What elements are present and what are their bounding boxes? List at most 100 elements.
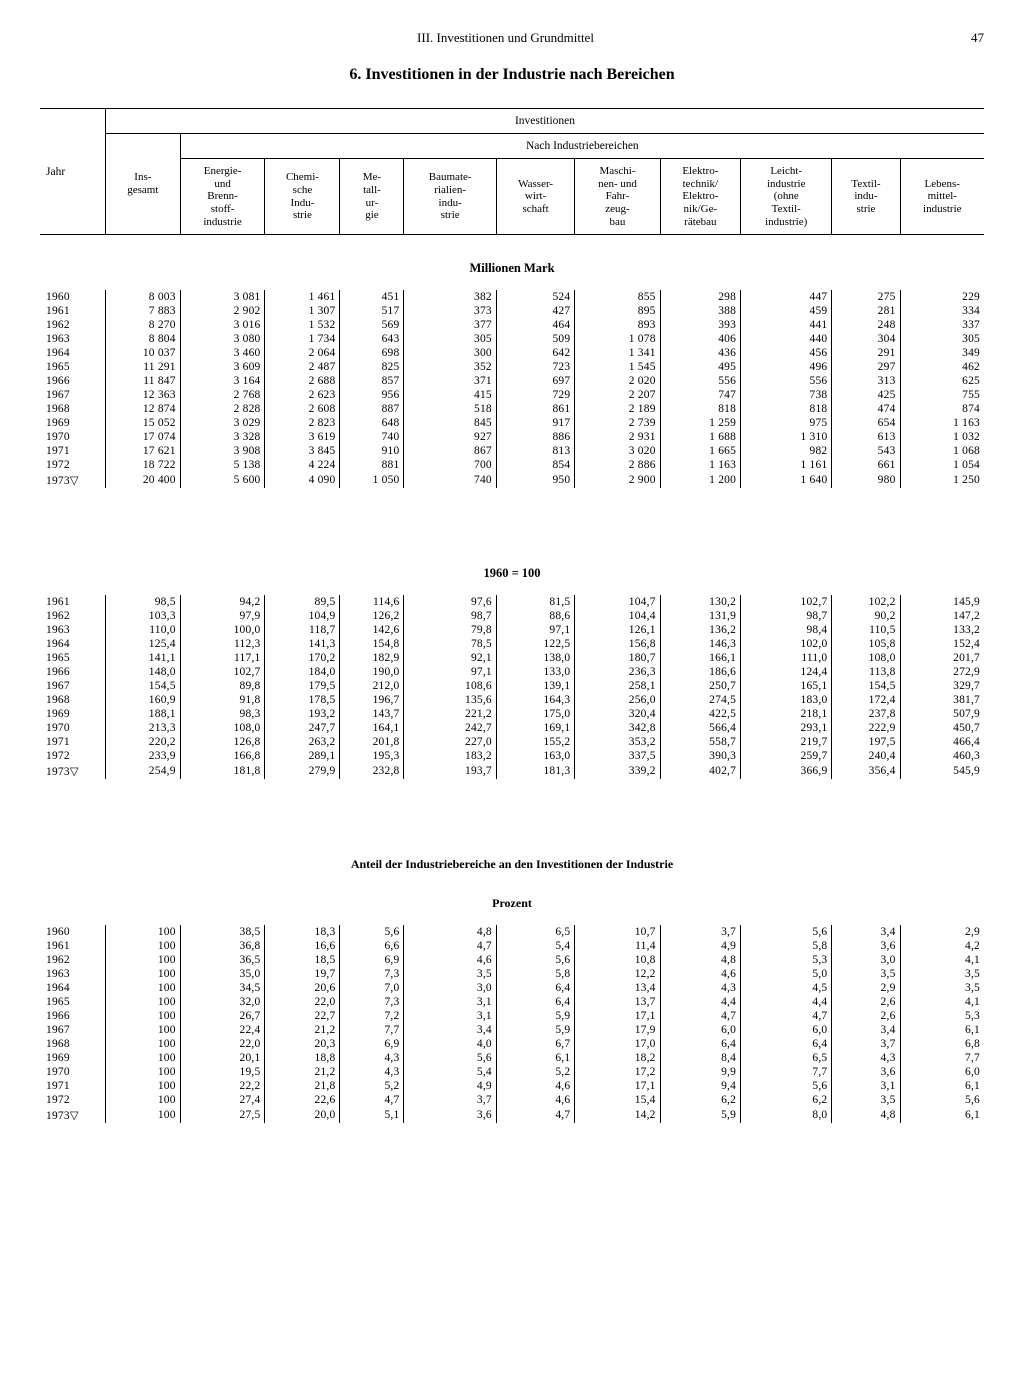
cell-value: 8 003 [106, 290, 181, 304]
cell-value: 17,2 [575, 1065, 660, 1079]
cell-value: 5,4 [496, 939, 574, 953]
cell-year: 1962 [40, 953, 106, 967]
cell-value: 141,1 [106, 651, 181, 665]
cell-value: 213,3 [106, 721, 181, 735]
cell-value: 293,1 [741, 721, 832, 735]
cell-value: 2 886 [575, 458, 660, 472]
table-row: 1969188,198,3193,2143,7221,2175,0320,442… [40, 707, 984, 721]
cell-value: 100 [106, 1079, 181, 1093]
cell-value: 12,2 [575, 967, 660, 981]
section-title: 6. Investitionen in der Industrie nach B… [40, 66, 984, 84]
table-row: 1973▽10027,520,05,13,64,714,25,98,04,86,… [40, 1107, 984, 1123]
col-0: Ins-gesamt [106, 134, 181, 235]
cell-value: 425 [832, 388, 900, 402]
subhead-index: 1960 = 100 [40, 540, 984, 595]
cell-value: 19,5 [180, 1065, 265, 1079]
cell-value: 661 [832, 458, 900, 472]
cell-value: 3,5 [900, 981, 984, 995]
cell-value: 1 341 [575, 346, 660, 360]
cell-value: 5,3 [900, 1009, 984, 1023]
cell-value: 17,1 [575, 1079, 660, 1093]
table-row: 196915 0523 0292 8236488459172 7391 2599… [40, 416, 984, 430]
cell-value: 100 [106, 981, 181, 995]
table-row: 1973▽20 4005 6004 0901 0507409502 9001 2… [40, 472, 984, 488]
cell-value: 298 [660, 290, 740, 304]
cell-value: 738 [741, 388, 832, 402]
cell-value: 1 532 [265, 318, 340, 332]
cell-value: 195,3 [340, 749, 404, 763]
cell-value: 4,8 [660, 953, 740, 967]
cell-value: 451 [340, 290, 404, 304]
table-row: 196710022,421,27,73,45,917,96,06,03,46,1 [40, 1023, 984, 1037]
cell-value: 466,4 [900, 735, 984, 749]
cell-year: 1962 [40, 609, 106, 623]
cell-value: 219,7 [741, 735, 832, 749]
cell-value: 6,1 [900, 1079, 984, 1093]
cell-value: 436 [660, 346, 740, 360]
cell-value: 6,4 [741, 1037, 832, 1051]
cell-year: 1968 [40, 1037, 106, 1051]
cell-year: 1965 [40, 360, 106, 374]
cell-value: 3,7 [404, 1093, 496, 1107]
cell-value: 406 [660, 332, 740, 346]
cell-value: 17,0 [575, 1037, 660, 1051]
cell-value: 3 908 [180, 444, 265, 458]
cell-value: 654 [832, 416, 900, 430]
cell-value: 6,5 [741, 1051, 832, 1065]
cell-value: 524 [496, 290, 574, 304]
cell-value: 126,8 [180, 735, 265, 749]
table-row: 196010038,518,35,64,86,510,73,75,63,42,9 [40, 925, 984, 939]
cell-value: 393 [660, 318, 740, 332]
cell-value: 154,5 [106, 679, 181, 693]
cell-value: 373 [404, 304, 496, 318]
cell-value: 5,9 [496, 1023, 574, 1037]
cell-value: 5,8 [741, 939, 832, 953]
cell-value: 6,2 [660, 1093, 740, 1107]
cell-value: 201,7 [900, 651, 984, 665]
cell-value: 517 [340, 304, 404, 318]
cell-value: 15 052 [106, 416, 181, 430]
cell-value: 2 768 [180, 388, 265, 402]
cell-year: 1963 [40, 623, 106, 637]
col-8: Leicht-industrie(ohneTextil-industrie) [741, 159, 832, 235]
cell-value: 509 [496, 332, 574, 346]
cell-value: 6,5 [496, 925, 574, 939]
table-row: 196110036,816,66,64,75,411,44,95,83,64,2 [40, 939, 984, 953]
cell-value: 125,4 [106, 637, 181, 651]
cell-year: 1966 [40, 1009, 106, 1023]
cell-value: 507,9 [900, 707, 984, 721]
cell-value: 1 734 [265, 332, 340, 346]
table-row: 196510032,022,07,33,16,413,74,44,42,64,1 [40, 995, 984, 1009]
cell-value: 4,7 [496, 1107, 574, 1123]
cell-value: 2 623 [265, 388, 340, 402]
tbody-index: 196198,594,289,5114,697,681,5104,7130,21… [40, 595, 984, 779]
cell-value: 138,0 [496, 651, 574, 665]
cell-value: 6,9 [340, 1037, 404, 1051]
cell-value: 146,3 [660, 637, 740, 651]
table-row: 1973▽254,9181,8279,9232,8193,7181,3339,2… [40, 763, 984, 779]
cell-value: 427 [496, 304, 574, 318]
cell-value: 178,5 [265, 693, 340, 707]
cell-value: 15,4 [575, 1093, 660, 1107]
cell-value: 21,2 [265, 1023, 340, 1037]
cell-value: 275 [832, 290, 900, 304]
cell-value: 7,7 [340, 1023, 404, 1037]
table-row: 19608 0033 0811 461451382524855298447275… [40, 290, 984, 304]
cell-value: 917 [496, 416, 574, 430]
cell-value: 2 739 [575, 416, 660, 430]
cell-value: 20 400 [106, 472, 181, 488]
cell-value: 10,7 [575, 925, 660, 939]
cell-value: 242,7 [404, 721, 496, 735]
cell-value: 390,3 [660, 749, 740, 763]
cell-value: 352 [404, 360, 496, 374]
cell-value: 227,0 [404, 735, 496, 749]
cell-value: 642 [496, 346, 574, 360]
cell-value: 337 [900, 318, 984, 332]
cell-year: 1972 [40, 749, 106, 763]
cell-value: 139,1 [496, 679, 574, 693]
cell-value: 5,6 [741, 925, 832, 939]
cell-value: 22,4 [180, 1023, 265, 1037]
col-5: Wasser-wirt-schaft [496, 159, 574, 235]
cell-value: 975 [741, 416, 832, 430]
cell-year: 1961 [40, 595, 106, 609]
